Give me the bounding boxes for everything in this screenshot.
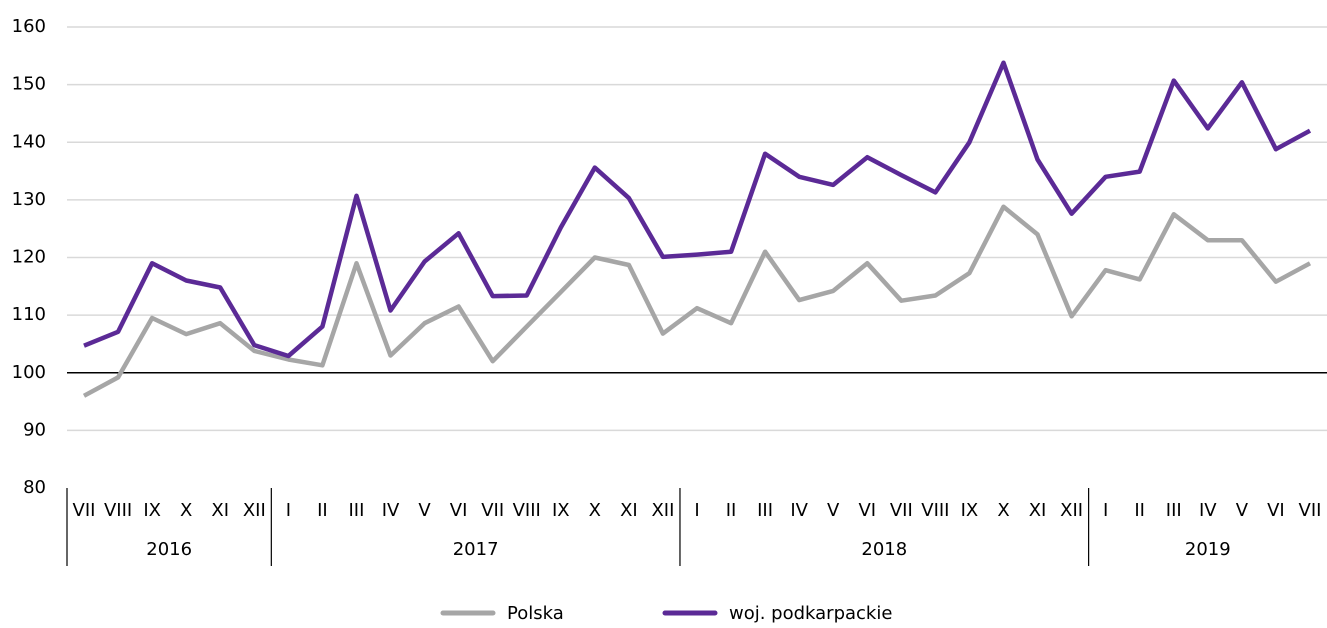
x-tick-label: I [694,500,699,521]
x-tick-label: III [757,500,773,521]
y-tick-label: 120 [12,247,46,268]
x-tick-label: VII [73,500,96,521]
x-tick-label: I [1103,500,1108,521]
y-tick-label: 90 [23,419,46,440]
x-tick-label: XII [1060,500,1083,521]
x-tick-label: IX [143,500,161,521]
x-tick-label: VI [450,500,468,521]
x-tick-label: VIII [104,500,132,521]
x-tick-label: VIII [513,500,541,521]
x-tick-label: XII [243,500,266,521]
x-tick-label: II [1134,500,1145,521]
x-tick-label: IX [961,500,979,521]
x-tick-label: IV [382,500,400,521]
x-tick-label: VIII [921,500,949,521]
x-tick-label: V [418,500,431,521]
group-label: 2018 [861,539,907,560]
x-tick-label: IV [1199,500,1217,521]
x-tick-label: I [286,500,291,521]
x-tick-label: X [589,500,601,521]
x-tick-label: VI [1267,500,1285,521]
x-tick-label: VII [1299,500,1322,521]
x-tick-label: III [348,500,364,521]
group-label: 2016 [146,539,192,560]
x-tick-label: IX [552,500,570,521]
y-tick-label: 110 [12,304,46,325]
y-tick-label: 80 [23,477,46,498]
x-tick-label: XI [211,500,229,521]
y-tick-label: 130 [12,189,46,210]
x-tick-label: V [1236,500,1249,521]
legend-label: woj. podkarpackie [729,603,892,624]
x-tick-label: VII [481,500,504,521]
series-line [83,60,1312,359]
y-tick-label: 150 [12,74,46,95]
series-line [82,204,1312,398]
x-tick-label: VI [858,500,876,521]
x-tick-label: V [827,500,840,521]
x-tick-label: XI [1029,500,1047,521]
x-tick-label: IV [790,500,808,521]
x-tick-label: X [180,500,192,521]
y-tick-label: 140 [12,131,46,152]
x-tick-label: II [317,500,328,521]
x-tick-label: VII [890,500,913,521]
x-tick-label: X [997,500,1009,521]
group-label: 2019 [1185,539,1231,560]
y-tick-label: 100 [12,362,46,383]
y-tick-label: 160 [12,16,46,37]
legend-label: Polska [507,603,564,624]
x-tick-label: III [1166,500,1182,521]
x-tick-label: XI [620,500,638,521]
x-tick-label: XII [651,500,674,521]
x-tick-label: II [726,500,737,521]
group-label: 2017 [453,539,499,560]
